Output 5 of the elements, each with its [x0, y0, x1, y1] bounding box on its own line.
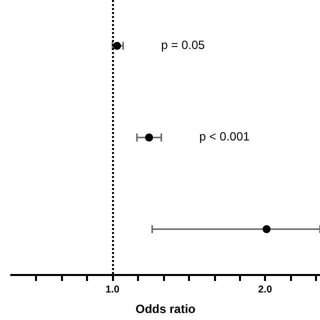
x-tick-label: 1.0 [106, 284, 120, 296]
x-tick-label: 2.0 [258, 284, 272, 296]
annotation: p < 0.001 [199, 130, 250, 144]
x-axis-title: Odds ratio [135, 302, 196, 316]
annotation: p = 0.05 [161, 38, 206, 52]
